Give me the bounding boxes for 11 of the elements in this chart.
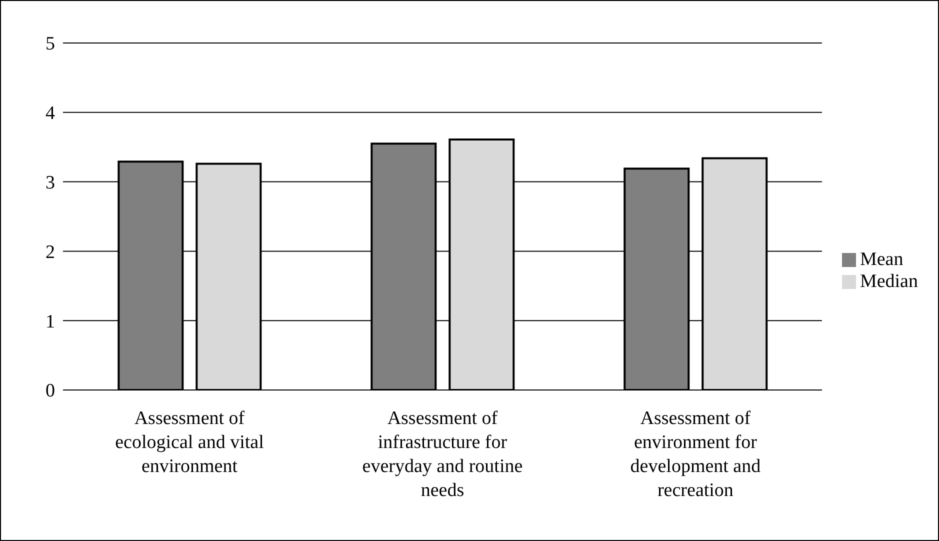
y-tick-label: 4 (46, 103, 56, 124)
legend-label: Mean (860, 248, 904, 270)
x-tick-label: Assessment of ecological and vital environment (115, 408, 264, 477)
y-tick-label: 3 (46, 172, 55, 194)
legend-label: Median (860, 270, 918, 292)
x-tick-label: Assessment of infrastructure for everyday and routine needs (362, 408, 523, 501)
x-tick-label: Assessment of environment for development and recreation (630, 408, 762, 501)
y-tick-label: 5 (46, 34, 55, 55)
y-tick-label: 2 (46, 242, 55, 263)
y-tick-label: 1 (46, 311, 55, 332)
y-tick-label: 0 (46, 380, 55, 402)
